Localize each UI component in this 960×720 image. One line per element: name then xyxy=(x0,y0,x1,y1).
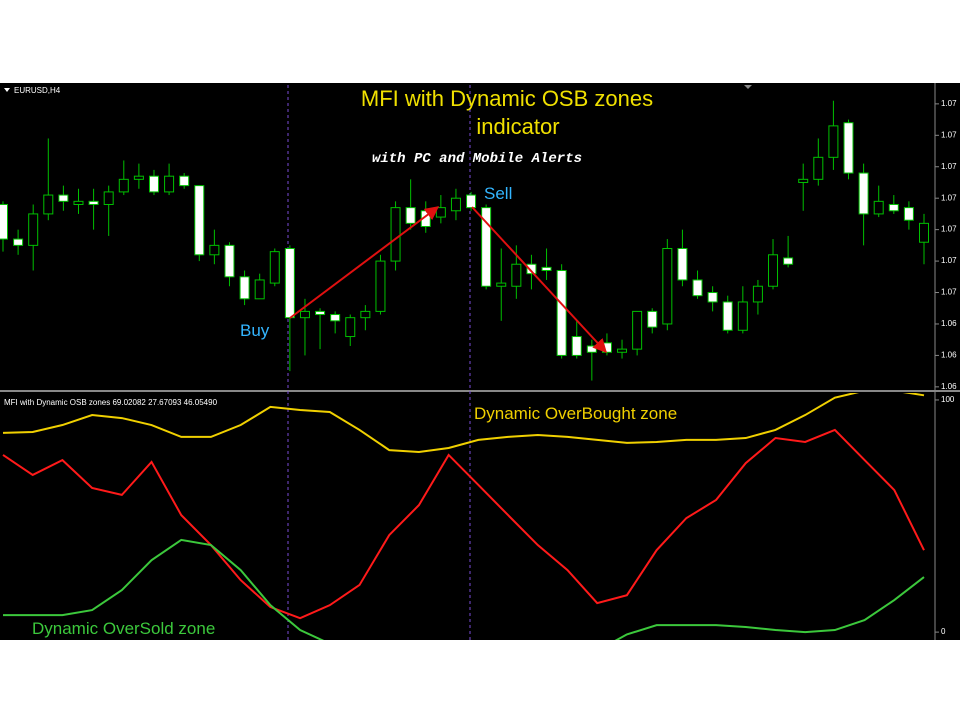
bull-candle xyxy=(103,191,114,205)
bear-candle xyxy=(194,185,205,256)
bear-candle xyxy=(88,200,99,205)
sell-arrow xyxy=(471,206,607,354)
bull-candle xyxy=(617,348,628,353)
sell-label: Sell xyxy=(484,184,512,203)
y-tick-label: 1.06 xyxy=(941,319,957,328)
bull-candle xyxy=(73,200,84,205)
bear-candle xyxy=(858,172,869,215)
bear-candle xyxy=(722,301,733,331)
bull-candle xyxy=(813,156,824,180)
bear-candle xyxy=(556,270,567,356)
candles xyxy=(0,100,929,381)
bull-candle xyxy=(632,310,643,350)
indicator-line xyxy=(3,538,925,640)
indicator-lines xyxy=(2,393,925,640)
bear-candle xyxy=(677,248,688,281)
bear-candle xyxy=(239,276,250,300)
bull-candle xyxy=(662,248,673,325)
bull-candle xyxy=(345,317,356,338)
bull-candle xyxy=(737,301,748,331)
bear-candle xyxy=(148,175,159,193)
y-tick-label: 0 xyxy=(941,627,946,636)
bear-candle xyxy=(541,266,552,272)
oversold-label: Dynamic OverSold zone xyxy=(32,619,215,638)
bear-candle xyxy=(284,248,295,319)
y-tick-label: 1.07 xyxy=(941,193,957,202)
price-axis: 1.07 1.07 1.07 1.07 1.07 1.07 1.07 1.06 1.06 1.06 xyxy=(935,99,957,391)
indicator-line xyxy=(2,428,925,620)
y-tick-label: 1.07 xyxy=(941,99,957,108)
bear-candle xyxy=(586,345,597,353)
bear-candle xyxy=(888,203,899,212)
bear-candle xyxy=(903,207,914,221)
menu-triangle[interactable] xyxy=(4,88,10,92)
bull-candle xyxy=(299,310,310,319)
bull-candle xyxy=(254,279,265,300)
y-tick-label: 1.07 xyxy=(941,162,957,171)
bull-candle xyxy=(133,175,144,180)
bull-candle xyxy=(435,207,446,218)
bull-candle xyxy=(798,178,809,183)
indicator-title: MFI with Dynamic OSB zones 69.02082 27.6… xyxy=(4,398,218,407)
bear-candle xyxy=(224,244,235,278)
scroll-marker xyxy=(744,85,752,89)
indicator-axis: 0 100 xyxy=(935,395,955,636)
bull-candle xyxy=(450,197,461,212)
y-tick-label: 100 xyxy=(941,395,955,404)
bull-candle xyxy=(360,310,371,319)
y-tick-label: 1.07 xyxy=(941,225,957,234)
bull-candle xyxy=(28,213,39,246)
y-tick-label: 1.07 xyxy=(941,288,957,297)
bull-candle xyxy=(390,207,401,262)
bear-candle xyxy=(466,194,477,209)
bull-candle xyxy=(919,222,929,243)
y-tick-label: 1.06 xyxy=(941,351,957,360)
y-tick-label: 1.06 xyxy=(941,382,957,391)
subtitle: with PC and Mobile Alerts xyxy=(372,151,582,167)
bear-candle xyxy=(179,175,190,187)
indicator-line xyxy=(2,393,925,453)
bull-candle xyxy=(768,254,779,287)
bull-candle xyxy=(43,194,54,215)
buy-arrow xyxy=(289,206,440,319)
bear-candle xyxy=(526,263,537,275)
bear-candle xyxy=(647,310,658,328)
bull-candle xyxy=(118,178,129,193)
y-tick-label: 1.07 xyxy=(941,256,957,265)
bull-candle xyxy=(496,282,507,287)
bear-candle xyxy=(783,257,794,265)
bear-candle xyxy=(330,314,341,322)
bull-candle xyxy=(828,125,839,158)
bear-candle xyxy=(13,238,24,246)
bear-candle xyxy=(405,207,416,224)
bear-candle xyxy=(707,292,718,303)
symbol-label: EURUSD,H4 xyxy=(14,86,61,95)
bear-candle xyxy=(843,122,854,174)
bear-candle xyxy=(0,203,8,240)
bear-candle xyxy=(571,336,582,356)
bull-candle xyxy=(164,175,175,193)
terminal-background xyxy=(0,83,960,640)
bull-candle xyxy=(873,200,884,215)
bear-candle xyxy=(481,207,492,287)
y-tick-label: 1.07 xyxy=(941,130,957,139)
bear-candle xyxy=(58,194,69,202)
bear-candle xyxy=(692,279,703,297)
title-line: MFI with Dynamic OSB zones xyxy=(361,86,653,111)
bull-candle xyxy=(511,263,522,287)
bull-candle xyxy=(209,244,220,256)
bear-candle xyxy=(315,310,326,316)
bull-candle xyxy=(752,285,763,303)
overbought-label: Dynamic OverBought zone xyxy=(474,404,677,423)
buy-label: Buy xyxy=(240,321,270,340)
title-line: indicator xyxy=(476,114,559,139)
bull-candle xyxy=(269,251,280,284)
bull-candle xyxy=(375,260,386,312)
